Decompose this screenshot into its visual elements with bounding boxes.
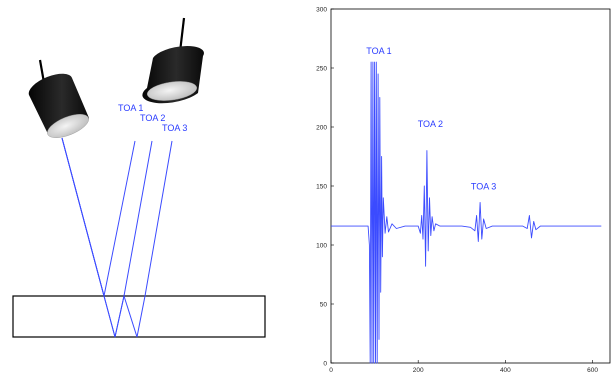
- transducer-left: transducer-icon: [28, 59, 89, 138]
- toa-label-1: TOA 1: [118, 103, 143, 113]
- annotation-toa-1: TOA 1: [366, 46, 391, 56]
- x-tick-label: 400: [500, 367, 511, 374]
- x-tick-label: 600: [587, 367, 598, 374]
- transducer-face: [47, 114, 89, 138]
- transducer-right: transducer-icon: [142, 17, 204, 104]
- ray-path-toa-3: [61, 137, 173, 338]
- y-tick-label: 200: [316, 125, 327, 132]
- transducer-face: [147, 81, 197, 101]
- ray-path-toa-1: [61, 137, 136, 297]
- ray-paths: [61, 137, 173, 338]
- annotation-toa-2: TOA 2: [418, 119, 443, 129]
- reflection-diagram: transducer-icon transducer-icon TOA 1 TO…: [12, 17, 266, 338]
- y-tick-label: 100: [316, 243, 327, 250]
- transducer-cable: [178, 17, 186, 53]
- signal-trace: [331, 61, 602, 364]
- y-tick-label: 50: [320, 302, 328, 309]
- x-tick-label: 0: [329, 367, 333, 374]
- annotation-toa-3: TOA 3: [471, 182, 496, 192]
- y-tick-label: 300: [316, 7, 327, 14]
- x-tick-label: 200: [413, 367, 424, 374]
- toa-label-2: TOA 2: [140, 113, 165, 123]
- chart-annotations: TOA 1 TOA 2 TOA 3: [366, 46, 496, 192]
- y-tick-label: 0: [323, 361, 327, 368]
- y-tick-label: 150: [316, 184, 327, 191]
- axis-ticks: 0 50 100 150 200 250 300 0 200 400 600: [316, 7, 598, 375]
- toa-label-3: TOA 3: [162, 123, 187, 133]
- specimen-block: [12, 295, 266, 338]
- y-tick-label: 250: [316, 66, 327, 73]
